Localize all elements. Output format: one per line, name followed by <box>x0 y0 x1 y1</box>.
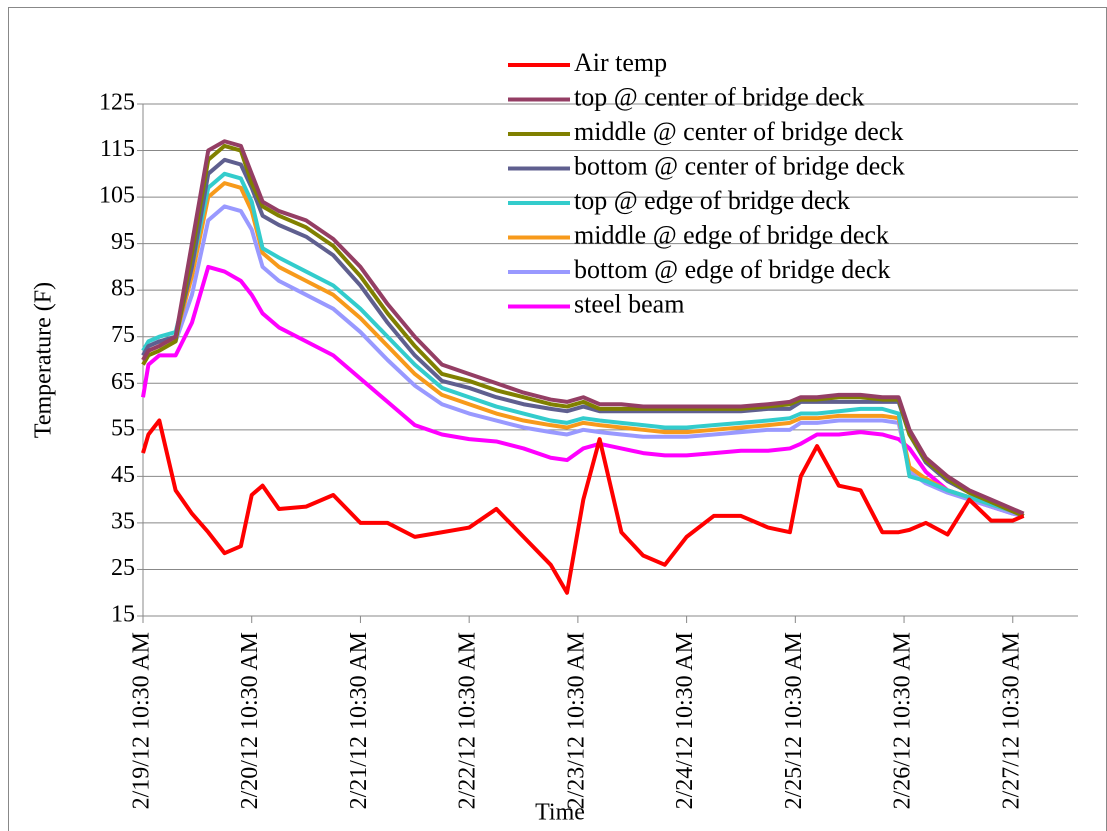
y-tick-label: 85 <box>111 276 135 302</box>
series-line <box>141 264 1025 518</box>
x-tick-label: 2/22/12 10:30 AM <box>455 632 481 809</box>
x-tick-label: 2/19/12 10:30 AM <box>129 632 155 809</box>
y-tick-label: 65 <box>111 369 135 395</box>
legend-label: steel beam <box>574 289 684 318</box>
series-line <box>141 181 1025 518</box>
y-tick-label: 75 <box>111 322 135 348</box>
x-tick-label: 2/21/12 10:30 AM <box>346 632 372 809</box>
series-line <box>141 418 1025 595</box>
series-line <box>141 157 1025 518</box>
legend-label: middle @ edge of bridge deck <box>574 220 889 249</box>
legend-label: Air temp <box>574 48 667 77</box>
y-axis-label: Temperature (F) <box>31 282 57 438</box>
y-tick-label: 125 <box>99 90 135 116</box>
x-tick-label: 2/26/12 10:30 AM <box>890 632 916 809</box>
y-tick-label: 55 <box>111 415 135 441</box>
series-line <box>141 139 1025 516</box>
x-tick-label: 2/27/12 10:30 AM <box>998 632 1024 809</box>
legend-label: top @ center of bridge deck <box>574 82 864 111</box>
x-tick-label: 2/20/12 10:30 AM <box>237 632 263 809</box>
legend-label: bottom @ edge of bridge deck <box>574 255 890 284</box>
y-tick-label: 45 <box>111 462 135 488</box>
legend-label: bottom @ center of bridge deck <box>574 151 905 180</box>
legend-label: top @ edge of bridge deck <box>574 186 850 215</box>
chart-border <box>8 7 1107 831</box>
series-line <box>141 204 1025 518</box>
y-tick-label: 25 <box>111 555 135 581</box>
y-tick-label: 115 <box>100 136 135 162</box>
x-tick-label: 2/24/12 10:30 AM <box>672 632 698 809</box>
series-line <box>141 143 1025 518</box>
y-tick-label: 95 <box>111 229 135 255</box>
y-tick-label: 105 <box>99 183 135 209</box>
x-tick-label: 2/25/12 10:30 AM <box>781 632 807 809</box>
x-axis-label: Time <box>535 800 585 826</box>
x-tick-label: 2/23/12 10:30 AM <box>563 632 589 809</box>
y-tick-label: 15 <box>111 602 135 628</box>
series-line <box>141 171 1025 518</box>
legend-label: middle @ center of bridge deck <box>574 117 903 146</box>
y-tick-label: 35 <box>111 508 135 534</box>
